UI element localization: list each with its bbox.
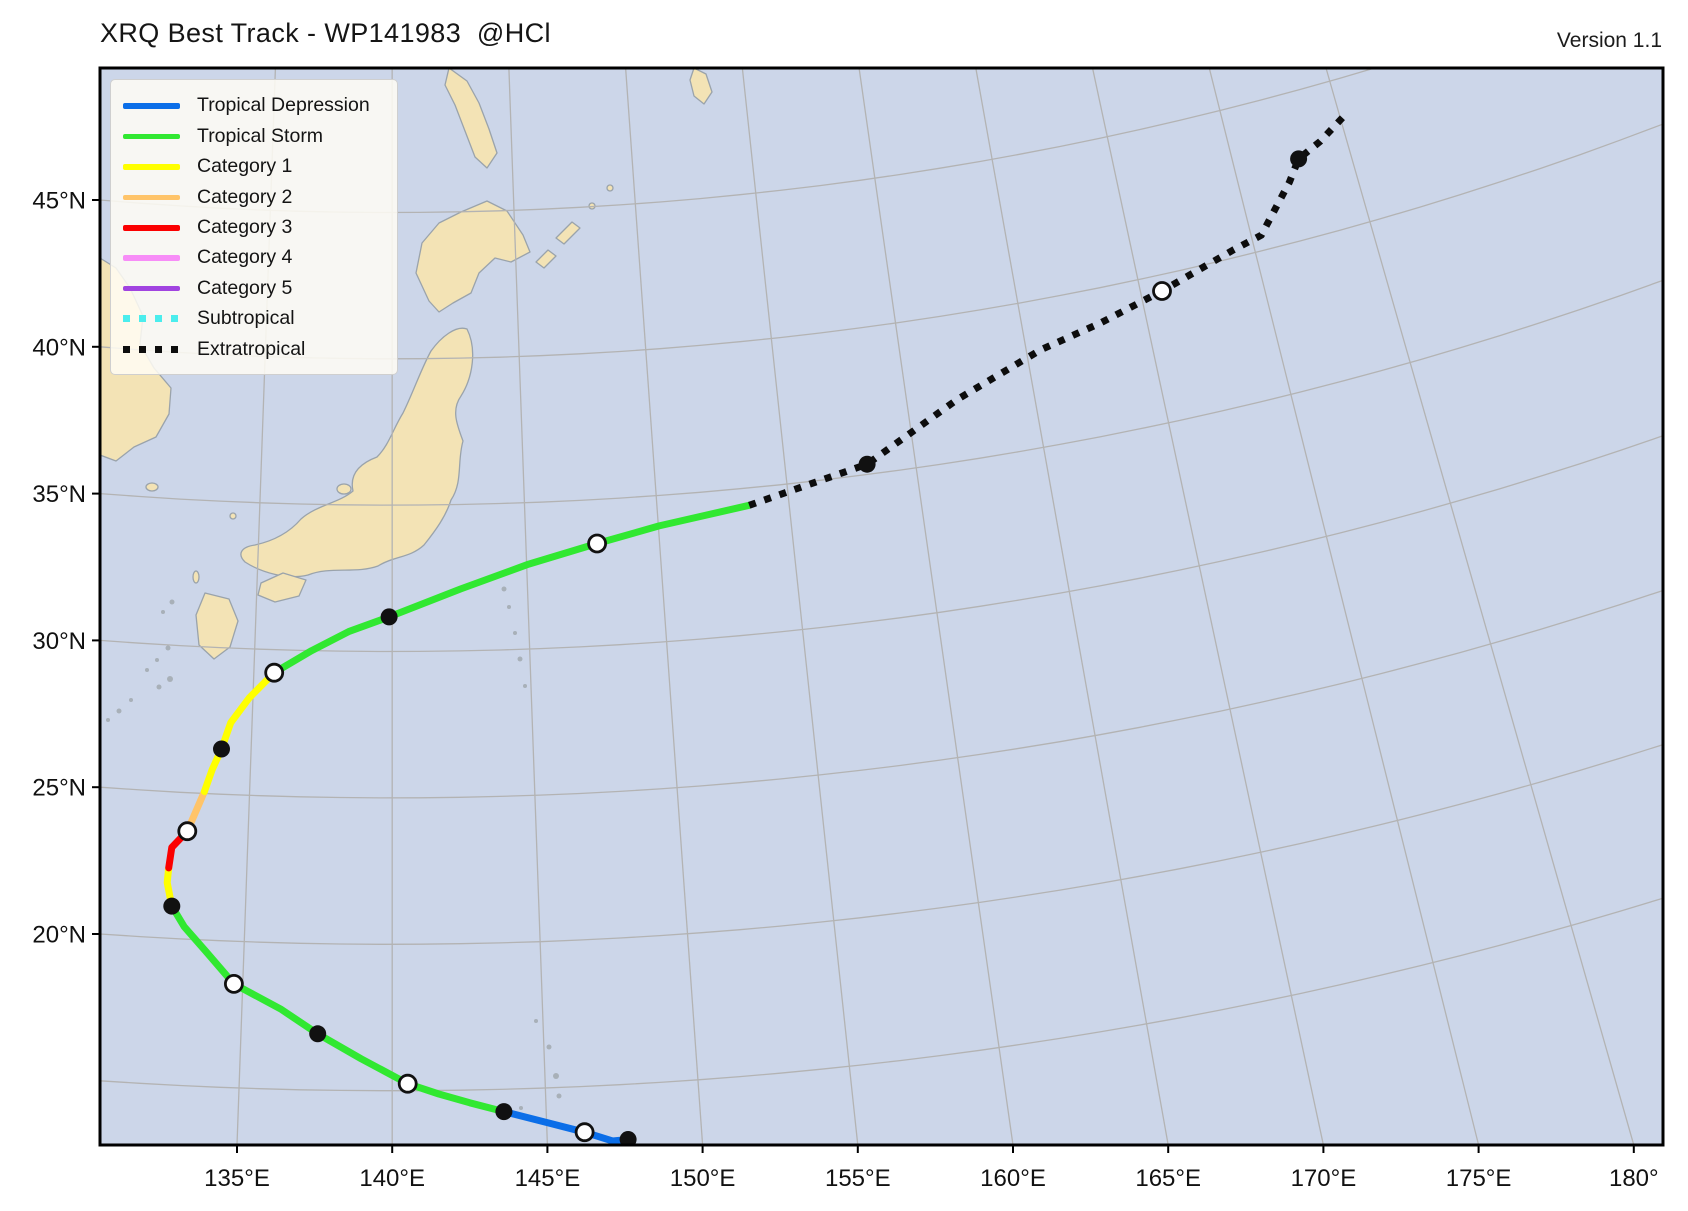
legend-swatch-dotted <box>123 345 180 353</box>
track-point-open <box>264 662 285 683</box>
legend-label: Extratropical <box>197 337 306 360</box>
meridian-165 <box>975 68 1169 1145</box>
legend-label: Tropical Storm <box>197 124 324 147</box>
legend-label: Category 1 <box>197 155 293 178</box>
legend-swatch-solid <box>123 255 180 261</box>
x-tick-label: 175°E <box>1446 1165 1512 1192</box>
x-tick-label: 160°E <box>980 1165 1046 1192</box>
x-tick-label: 150°E <box>670 1165 736 1192</box>
meridian-145 <box>508 68 549 1145</box>
track-point-filled <box>858 455 876 473</box>
land-hokkaido <box>415 200 531 313</box>
small-islands <box>106 586 562 1110</box>
legend-item: Category 4 <box>123 243 387 273</box>
track-point-filled <box>163 897 181 915</box>
x-tick-label: 165°E <box>1135 1165 1201 1192</box>
land-kyushu <box>195 592 239 660</box>
y-tick-label: 45°N <box>32 188 86 215</box>
land-shikoku <box>257 572 307 603</box>
y-tick-label: 25°N <box>32 775 86 802</box>
axis-ticks: 135°E 140°E 145°E 150°E 155°E 160°E 165°E 170°E… <box>32 188 1658 1193</box>
legend-label: Category 4 <box>197 246 293 269</box>
legend-swatch-solid <box>123 164 180 170</box>
track-point-open <box>587 533 607 554</box>
legend-swatch-dotted <box>123 315 180 323</box>
y-tick-label: 30°N <box>32 628 86 655</box>
parallel-25 <box>100 589 1663 799</box>
legend-label: Tropical Depression <box>197 94 370 117</box>
legend-swatch-solid <box>123 225 180 231</box>
x-tick-label: 155°E <box>825 1165 891 1192</box>
parallel-20 <box>100 743 1663 945</box>
track-point-filled <box>619 1131 637 1145</box>
meridian-175 <box>1208 68 1480 1145</box>
x-tick-label: 135°E <box>204 1165 270 1192</box>
page-title: XRQ Best Track - WP141983 @HCl <box>100 18 551 48</box>
x-tick-label: 145°E <box>515 1165 581 1192</box>
parallel-15 <box>100 897 1663 1092</box>
y-tick-label: 35°N <box>32 481 86 508</box>
legend-item: Extratropical <box>123 334 387 364</box>
plot-frame <box>98 66 1665 1147</box>
legend-label: Category 3 <box>197 216 293 238</box>
legend-label: Subtropical <box>197 307 295 330</box>
legend-swatch-solid <box>123 103 180 109</box>
parallel-50 <box>100 0 1663 66</box>
land-kamchatka-tip <box>689 68 713 105</box>
legend-item: Category 2 <box>123 182 387 212</box>
track-segment-category-1 <box>200 669 278 796</box>
land-sakhalin <box>444 68 498 169</box>
meridian-150 <box>624 68 704 1145</box>
y-tick-label: 20°N <box>32 922 86 949</box>
legend-label: Category 5 <box>197 276 293 299</box>
meridian-160 <box>858 68 1014 1145</box>
y-tick-label: 40°N <box>32 334 86 361</box>
x-tick-label: 170°E <box>1291 1165 1357 1192</box>
track-point-open <box>397 1073 418 1094</box>
track-segment-tropical-storm <box>270 501 753 677</box>
legend-item: Subtropical <box>123 304 387 334</box>
track-point-open <box>223 974 244 994</box>
legend-swatch-solid <box>123 285 180 292</box>
land-honshu <box>240 327 474 578</box>
x-tick-label: 180° <box>1609 1165 1659 1192</box>
track-point-filled <box>309 1025 327 1043</box>
land-oki <box>229 512 237 520</box>
track-point-filled <box>1290 150 1308 168</box>
track-point-filled <box>495 1103 513 1121</box>
legend-item: Category 1 <box>123 152 387 182</box>
parallel-30 <box>100 435 1663 653</box>
legend-item: Category 5 <box>123 273 387 303</box>
legend-item: Tropical Depression <box>123 91 387 121</box>
land-kuril-4 <box>606 184 614 192</box>
storm-track <box>163 112 1348 1145</box>
parallel-35 <box>100 279 1663 506</box>
legend-label: Category 2 <box>197 185 293 208</box>
meridian-170 <box>1091 68 1325 1145</box>
track-point-open <box>177 821 198 842</box>
land-jeju <box>145 482 159 492</box>
x-tick-label: 140°E <box>359 1165 425 1192</box>
version-label: Version 1.1 <box>1556 29 1662 52</box>
land-kuril-1 <box>535 249 557 269</box>
track-point-open <box>574 1122 595 1143</box>
meridian-180 <box>1325 68 1635 1145</box>
legend-swatch-solid <box>123 133 180 140</box>
track-point-open <box>1152 281 1172 301</box>
land-kuril-2 <box>555 221 581 245</box>
legend-item: Category 3 <box>123 213 387 243</box>
track-segment-extratropical <box>748 112 1348 509</box>
track-point-filled <box>213 740 230 758</box>
legend: Tropical Depression Tropical Storm Categor… <box>110 79 398 375</box>
legend-item: Tropical Storm <box>123 121 387 151</box>
track-point-filled <box>380 608 398 626</box>
land-tsushima <box>192 570 200 584</box>
meridian-155 <box>741 68 859 1145</box>
legend-swatch-solid <box>123 194 180 201</box>
land-sado <box>336 483 352 495</box>
